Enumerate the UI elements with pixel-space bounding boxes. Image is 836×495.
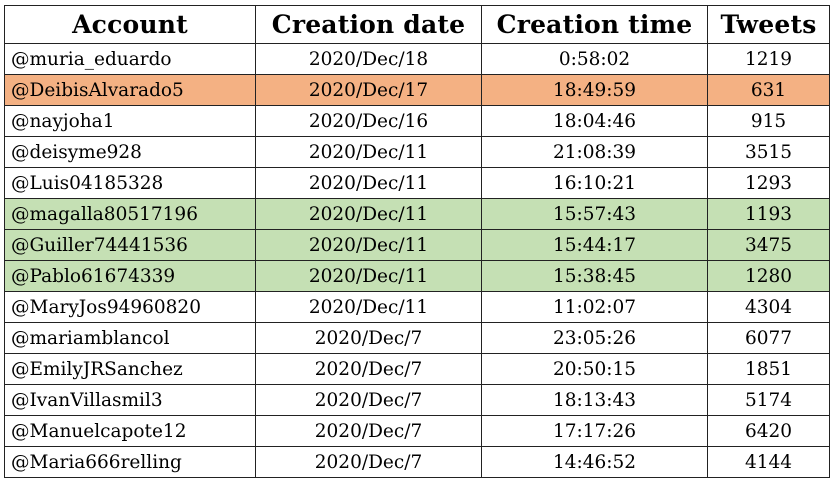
cell-time: 0:58:02 [481, 43, 708, 75]
cell-time: 18:13:43 [481, 384, 708, 416]
table-row: @DeibisAlvarado5 2020/Dec/17 18:49:59 63… [4, 74, 830, 106]
cell-date: 2020/Dec/7 [255, 446, 482, 478]
table-row: @Pablo61674339 2020/Dec/11 15:38:45 1280 [4, 260, 830, 292]
cell-account: @nayjoha1 [4, 105, 256, 137]
header-account: Account [4, 5, 256, 44]
cell-time: 16:10:21 [481, 167, 708, 199]
cell-tweets: 1193 [707, 198, 830, 230]
cell-tweets: 631 [707, 74, 830, 106]
table-row: @mariamblancol 2020/Dec/7 23:05:26 6077 [4, 322, 830, 354]
cell-date: 2020/Dec/7 [255, 415, 482, 447]
cell-date: 2020/Dec/7 [255, 322, 482, 354]
cell-account: @EmilyJRSanchez [4, 353, 256, 385]
table-row: @nayjoha1 2020/Dec/16 18:04:46 915 [4, 105, 830, 137]
table-row: @Manuelcapote12 2020/Dec/7 17:17:26 6420 [4, 415, 830, 447]
cell-date: 2020/Dec/11 [255, 198, 482, 230]
table-row: @MaryJos94960820 2020/Dec/11 11:02:07 43… [4, 291, 830, 323]
cell-time: 14:46:52 [481, 446, 708, 478]
table-row: @Luis04185328 2020/Dec/11 16:10:21 1293 [4, 167, 830, 199]
cell-time: 18:49:59 [481, 74, 708, 106]
cell-account: @magalla80517196 [4, 198, 256, 230]
table-row: @EmilyJRSanchez 2020/Dec/7 20:50:15 1851 [4, 353, 830, 385]
table-row: @Maria666relling 2020/Dec/7 14:46:52 414… [4, 446, 830, 478]
cell-date: 2020/Dec/11 [255, 260, 482, 292]
cell-account: @Luis04185328 [4, 167, 256, 199]
cell-account: @Manuelcapote12 [4, 415, 256, 447]
table-row: @muria_eduardo 2020/Dec/18 0:58:02 1219 [4, 43, 830, 75]
cell-time: 11:02:07 [481, 291, 708, 323]
cell-time: 20:50:15 [481, 353, 708, 385]
cell-date: 2020/Dec/17 [255, 74, 482, 106]
header-creation-date: Creation date [255, 5, 482, 44]
cell-time: 15:44:17 [481, 229, 708, 261]
cell-time: 15:57:43 [481, 198, 708, 230]
cell-account: @mariamblancol [4, 322, 256, 354]
cell-account: @IvanVillasmil3 [4, 384, 256, 416]
cell-tweets: 4144 [707, 446, 830, 478]
cell-date: 2020/Dec/18 [255, 43, 482, 75]
cell-time: 18:04:46 [481, 105, 708, 137]
header-creation-time: Creation time [481, 5, 708, 44]
table-row: @deisyme928 2020/Dec/11 21:08:39 3515 [4, 136, 830, 168]
cell-date: 2020/Dec/16 [255, 105, 482, 137]
cell-account: @Maria666relling [4, 446, 256, 478]
cell-date: 2020/Dec/7 [255, 353, 482, 385]
table-row: @Guiller74441536 2020/Dec/11 15:44:17 34… [4, 229, 830, 261]
table-body: @muria_eduardo 2020/Dec/18 0:58:02 1219 … [4, 43, 830, 478]
header-tweets: Tweets [707, 5, 830, 44]
cell-account: @Guiller74441536 [4, 229, 256, 261]
cell-tweets: 1219 [707, 43, 830, 75]
cell-account: @DeibisAlvarado5 [4, 74, 256, 106]
accounts-table: Account Creation date Creation time Twee… [4, 5, 830, 478]
cell-date: 2020/Dec/11 [255, 229, 482, 261]
cell-tweets: 3515 [707, 136, 830, 168]
cell-time: 17:17:26 [481, 415, 708, 447]
cell-tweets: 6420 [707, 415, 830, 447]
cell-date: 2020/Dec/11 [255, 136, 482, 168]
cell-account: @MaryJos94960820 [4, 291, 256, 323]
cell-tweets: 1851 [707, 353, 830, 385]
table-row: @IvanVillasmil3 2020/Dec/7 18:13:43 5174 [4, 384, 830, 416]
cell-date: 2020/Dec/7 [255, 384, 482, 416]
cell-tweets: 915 [707, 105, 830, 137]
cell-time: 15:38:45 [481, 260, 708, 292]
cell-tweets: 1280 [707, 260, 830, 292]
cell-tweets: 4304 [707, 291, 830, 323]
cell-tweets: 5174 [707, 384, 830, 416]
cell-time: 23:05:26 [481, 322, 708, 354]
cell-date: 2020/Dec/11 [255, 167, 482, 199]
cell-tweets: 6077 [707, 322, 830, 354]
cell-tweets: 1293 [707, 167, 830, 199]
cell-date: 2020/Dec/11 [255, 291, 482, 323]
cell-account: @deisyme928 [4, 136, 256, 168]
cell-account: @Pablo61674339 [4, 260, 256, 292]
cell-tweets: 3475 [707, 229, 830, 261]
cell-account: @muria_eduardo [4, 43, 256, 75]
header-row: Account Creation date Creation time Twee… [4, 5, 830, 44]
table-row: @magalla80517196 2020/Dec/11 15:57:43 11… [4, 198, 830, 230]
cell-time: 21:08:39 [481, 136, 708, 168]
